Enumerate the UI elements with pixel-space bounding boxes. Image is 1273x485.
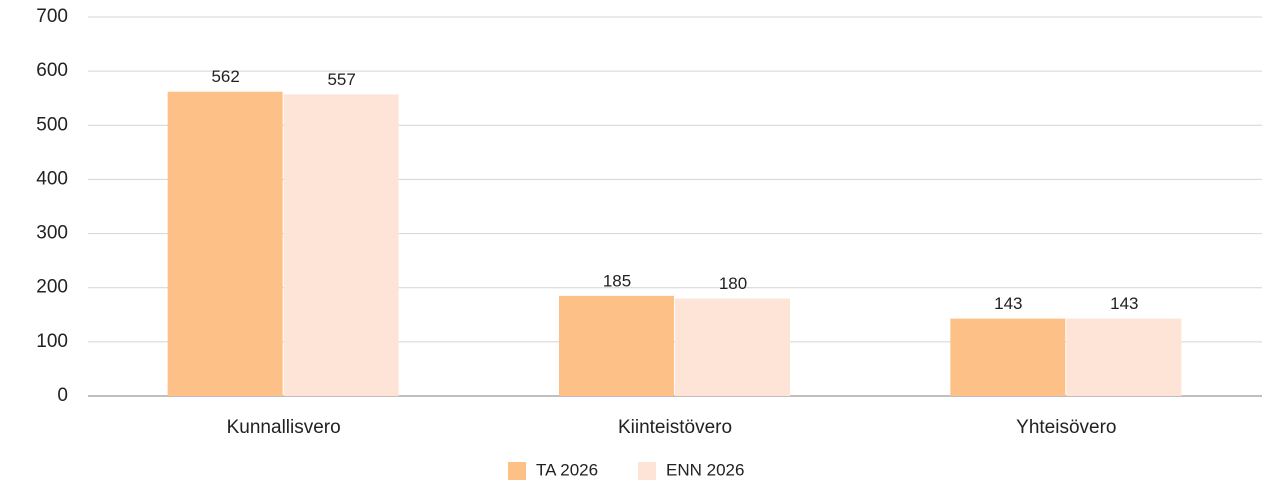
data-label: 557 (327, 70, 355, 89)
y-tick-label: 700 (36, 6, 68, 27)
bar (559, 295, 674, 396)
y-tick-label: 300 (36, 223, 68, 244)
bar (283, 94, 399, 396)
data-label: 185 (603, 271, 631, 290)
data-label: 143 (1110, 294, 1138, 313)
bar (1066, 318, 1182, 396)
y-tick-label: 400 (36, 168, 68, 189)
x-tick-label: Yhteisövero (1016, 417, 1116, 438)
legend-swatch (638, 462, 656, 480)
y-tick-label: 100 (36, 331, 68, 352)
legend-label: ENN 2026 (666, 460, 744, 479)
y-tick-label: 200 (36, 277, 68, 298)
bar (167, 91, 283, 397)
y-tick-label: 600 (36, 60, 68, 81)
data-label: 562 (211, 67, 239, 86)
bar (675, 298, 790, 396)
data-label: 180 (719, 274, 747, 293)
data-label: 143 (994, 294, 1022, 313)
x-tick-label: Kunnallisvero (227, 417, 341, 438)
y-tick-label: 0 (57, 385, 68, 406)
legend-swatch (508, 462, 526, 480)
legend-label: TA 2026 (536, 460, 598, 479)
y-tick-label: 500 (36, 114, 68, 135)
x-tick-label: Kiinteistövero (618, 417, 732, 438)
bar (950, 318, 1066, 396)
